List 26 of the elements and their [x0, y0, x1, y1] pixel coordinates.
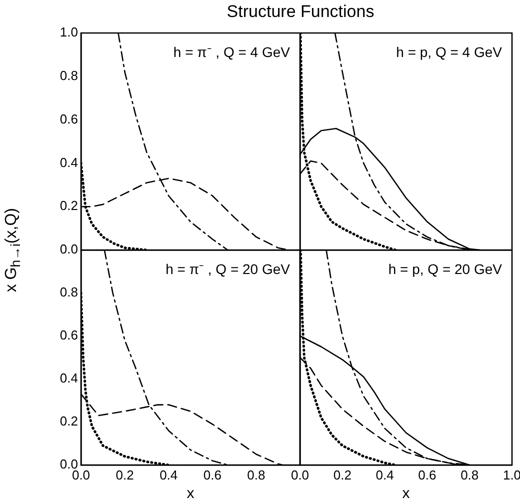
- x-tick-label: 0.2: [333, 467, 352, 482]
- y-tick-label: 0.4: [60, 154, 78, 170]
- x-tick-label: 0.2: [116, 467, 134, 482]
- y-tick-label: 0.6: [60, 111, 78, 126]
- x-tick-label: 0.6: [203, 467, 222, 482]
- y-tick-label: 1.0: [60, 24, 78, 40]
- y-tick-label: 0.6: [60, 328, 78, 343]
- x-axis-title: x: [402, 485, 410, 502]
- x-tick-label: 0.4: [376, 467, 394, 482]
- y-tick-label: 0.8: [60, 284, 78, 300]
- x-tick-label: 0.8: [247, 467, 266, 482]
- annotation: h = π⁻ , Q = 20 GeV: [166, 261, 291, 277]
- y-tick-label: 0.4: [60, 370, 78, 386]
- y-tick-label: 0.8: [60, 68, 78, 83]
- y-tick-label: 0.2: [60, 414, 78, 429]
- annotation: h = p, Q = 4 GeV: [396, 44, 503, 60]
- y-tick-label: 0.0: [60, 242, 78, 257]
- x-tick-label: 0.8: [460, 467, 479, 482]
- y-tick-label: 0.2: [60, 198, 78, 214]
- annotation: h = π⁻ , Q = 4 GeV: [173, 44, 291, 60]
- x-axis-title: x: [186, 485, 195, 502]
- x-tick-label: 0.0: [290, 467, 310, 482]
- chart-title: Structure Functions: [226, 2, 376, 22]
- annotation: h = p, Q = 20 GeV: [388, 261, 503, 277]
- x-tick-label: 0.4: [160, 467, 178, 482]
- x-tick-label: 0.6: [418, 467, 436, 482]
